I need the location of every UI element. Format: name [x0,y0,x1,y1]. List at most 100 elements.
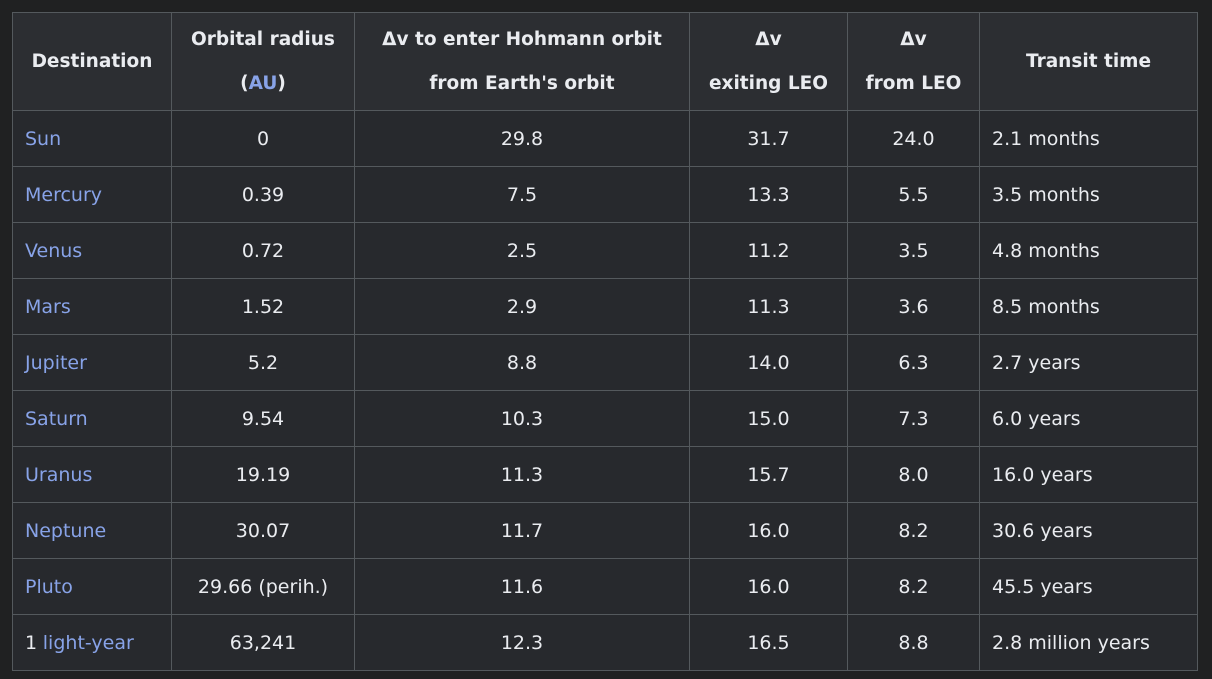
header-line: from LEO [865,72,962,94]
value-cell: 8.2 [847,558,980,615]
table-row: Mercury 0.39 7.5 13.3 5.5 3.5 months [12,166,1198,223]
value-cell: 6.3 [847,334,980,391]
value-cell: 3.6 [847,278,980,335]
value-cell: 5.2 [171,334,355,391]
link[interactable]: Saturn [25,407,88,430]
value-cell: 2.1 months [979,110,1198,167]
header-line: exiting LEO [708,72,828,94]
value-cell: 12.3 [354,614,690,671]
header-line: Destination [31,50,153,72]
value-cell: 16.0 years [979,446,1198,503]
value-cell: 2.9 [354,278,690,335]
destination-cell: Jupiter [12,334,172,391]
table-body: Sun 0 29.8 31.7 24.0 2.1 months Mercury 0.39 7.5… [12,110,1198,671]
table-row: Sun 0 29.8 31.7 24.0 2.1 months [12,110,1198,167]
header-line: (AU) [184,62,342,106]
paren: ) [277,72,286,94]
value-cell: 3.5 [847,222,980,279]
destination-cell: Sun [12,110,172,167]
column-header: Δv from LEO [847,12,980,111]
value-cell: 11.3 [689,278,848,335]
destination-cell: Mars [12,278,172,335]
value-cell: 30.07 [171,502,355,559]
value-cell: 15.7 [689,446,848,503]
value-cell: 19.19 [171,446,355,503]
value-cell: 5.5 [847,166,980,223]
destination-cell: 1 light-year [12,614,172,671]
table-row: Jupiter 5.2 8.8 14.0 6.3 2.7 years [12,334,1198,391]
table-row: 1 light-year 63,241 12.3 16.5 8.8 2.8 million … [12,614,1198,671]
value-cell: 6.0 years [979,390,1198,447]
value-cell: 3.5 months [979,166,1198,223]
value-cell: 11.2 [689,222,848,279]
value-cell: 2.8 million years [979,614,1198,671]
data-table: Destination Orbital radius (AU) Δv to enter… [12,12,1198,671]
value-cell: 29.66 (perih.) [171,558,355,615]
header-row: Destination Orbital radius (AU) Δv to enter… [12,12,1198,111]
value-cell: 14.0 [689,334,848,391]
value-cell: 29.8 [354,110,690,167]
value-cell: 8.8 [354,334,690,391]
header-line: Δv [900,28,927,50]
value-cell: 30.6 years [979,502,1198,559]
paren: ( [240,72,249,94]
value-cell: 13.3 [689,166,848,223]
column-header: Destination [12,12,172,111]
destination-cell: Pluto [12,558,172,615]
header-line: Transit time [1025,50,1151,72]
value-cell: 0.39 [171,166,355,223]
link[interactable]: light-year [42,631,134,654]
table-head: Destination Orbital radius (AU) Δv to enter… [12,12,1198,111]
link[interactable]: Uranus [25,463,93,486]
value-cell: 8.2 [847,502,980,559]
table-row: Neptune 30.07 11.7 16.0 8.2 30.6 years [12,502,1198,559]
link[interactable]: Sun [25,127,62,150]
value-cell: 9.54 [171,390,355,447]
link[interactable]: Jupiter [25,351,87,374]
value-cell: 11.3 [354,446,690,503]
destination-cell: Uranus [12,446,172,503]
header-line: Orbital radius [191,28,335,50]
header-line: from Earth's orbit [429,72,615,94]
value-cell: 8.8 [847,614,980,671]
value-cell: 8.0 [847,446,980,503]
value-cell: 63,241 [171,614,355,671]
column-header: Δv to enter Hohmann orbit from Earth's or… [354,12,690,111]
destination-cell: Venus [12,222,172,279]
value-cell: 0 [171,110,355,167]
value-cell: 15.0 [689,390,848,447]
link[interactable]: Venus [25,239,83,262]
value-cell: 0.72 [171,222,355,279]
value-cell: 16.0 [689,558,848,615]
value-cell: 8.5 months [979,278,1198,335]
header-line: Δv to enter Hohmann orbit [382,28,662,50]
value-cell: 2.7 years [979,334,1198,391]
value-cell: 7.3 [847,390,980,447]
table-row: Uranus 19.19 11.3 15.7 8.0 16.0 years [12,446,1198,503]
link[interactable]: AU [248,72,278,94]
destination-cell: Saturn [12,390,172,447]
value-cell: 16.0 [689,502,848,559]
link[interactable]: Neptune [25,519,107,542]
value-cell: 16.5 [689,614,848,671]
table-row: Mars 1.52 2.9 11.3 3.6 8.5 months [12,278,1198,335]
value-cell: 11.7 [354,502,690,559]
cell-prefix: 1 [25,631,38,654]
link[interactable]: Mars [25,295,71,318]
value-cell: 11.6 [354,558,690,615]
link[interactable]: Pluto [25,575,73,598]
value-cell: 2.5 [354,222,690,279]
header-line: Δv [755,28,782,50]
column-header: Transit time [979,12,1198,111]
value-cell: 4.8 months [979,222,1198,279]
value-cell: 7.5 [354,166,690,223]
link[interactable]: Mercury [25,183,103,206]
table-row: Saturn 9.54 10.3 15.0 7.3 6.0 years [12,390,1198,447]
value-cell: 24.0 [847,110,980,167]
value-cell: 1.52 [171,278,355,335]
destination-cell: Mercury [12,166,172,223]
column-header: Δv exiting LEO [689,12,848,111]
value-cell: 45.5 years [979,558,1198,615]
column-header: Orbital radius (AU) [171,12,355,111]
